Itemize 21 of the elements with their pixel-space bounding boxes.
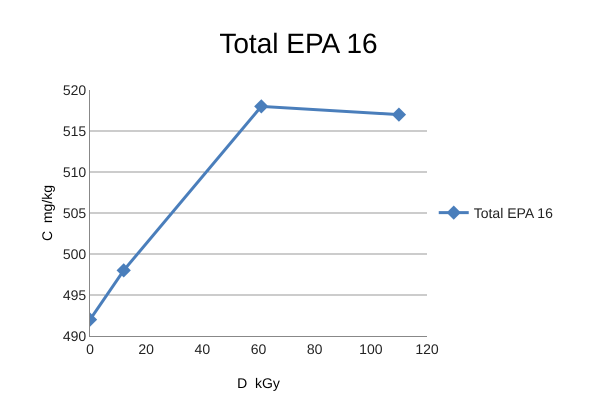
y-tick-label: 510 (62, 164, 86, 180)
x-tick-label: 20 (138, 340, 154, 357)
y-axis-title: C mg/kg (39, 184, 55, 242)
point (254, 99, 268, 114)
x-tick-label: 80 (306, 340, 323, 357)
chart-title: Total EPA 16 (219, 28, 378, 59)
x-tick-label: 60 (250, 340, 266, 357)
legend-label: Total EPA 16 (474, 205, 554, 222)
x-tick-label: 0 (86, 340, 94, 357)
y-tick-label: 515 (62, 122, 86, 139)
y-tick-label: 490 (62, 328, 86, 344)
x-tick-label: 100 (359, 340, 383, 357)
point (392, 107, 406, 122)
x-tick-label: 40 (194, 340, 210, 357)
y-tick-label: 505 (62, 204, 86, 221)
y-tick-label: 520 (62, 82, 86, 98)
y-tick-label: 500 (62, 246, 86, 262)
point (116, 263, 131, 278)
y-tick-label: 495 (62, 286, 86, 303)
x-axis-title: D kGy (237, 375, 280, 391)
x-tick-label: 120 (415, 340, 439, 357)
